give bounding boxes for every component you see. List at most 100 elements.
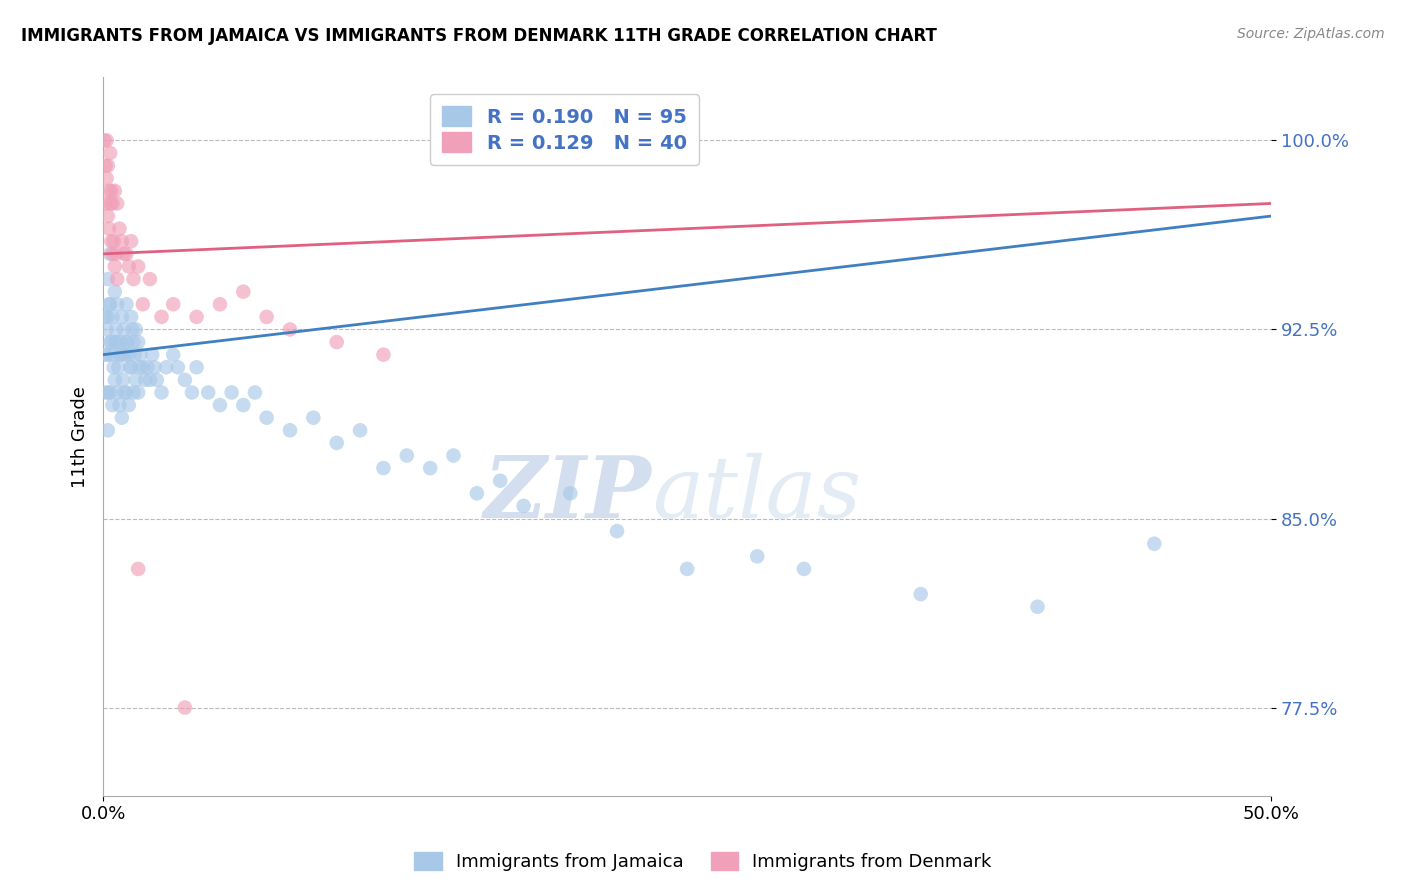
Point xyxy=(112,247,135,261)
Point xyxy=(104,260,127,274)
Point xyxy=(97,385,120,400)
Point xyxy=(120,234,142,248)
Point xyxy=(101,247,124,261)
Point xyxy=(676,562,699,576)
Point xyxy=(143,360,166,375)
Point xyxy=(97,348,120,362)
Point xyxy=(122,385,145,400)
Point xyxy=(243,385,266,400)
Text: IMMIGRANTS FROM JAMAICA VS IMMIGRANTS FROM DENMARK 11TH GRADE CORRELATION CHART: IMMIGRANTS FROM JAMAICA VS IMMIGRANTS FR… xyxy=(21,27,936,45)
Point xyxy=(325,436,347,450)
Point xyxy=(146,373,169,387)
Point xyxy=(124,348,146,362)
Point xyxy=(489,474,512,488)
Point xyxy=(349,423,371,437)
Point xyxy=(419,461,441,475)
Point xyxy=(120,360,142,375)
Legend: Immigrants from Jamaica, Immigrants from Denmark: Immigrants from Jamaica, Immigrants from… xyxy=(408,845,998,879)
Point xyxy=(114,348,136,362)
Point xyxy=(128,360,150,375)
Point xyxy=(112,322,135,336)
Point xyxy=(108,348,131,362)
Point xyxy=(105,297,128,311)
Point xyxy=(104,322,127,336)
Point xyxy=(103,360,125,375)
Point xyxy=(278,423,301,437)
Point xyxy=(111,234,134,248)
Point xyxy=(97,159,120,173)
Point xyxy=(115,297,138,311)
Point xyxy=(112,385,135,400)
Point xyxy=(325,335,347,350)
Y-axis label: 11th Grade: 11th Grade xyxy=(72,385,89,488)
Point xyxy=(100,335,122,350)
Point xyxy=(96,322,118,336)
Point xyxy=(98,221,121,235)
Point xyxy=(302,410,325,425)
Point xyxy=(104,184,127,198)
Point xyxy=(232,398,254,412)
Point xyxy=(278,322,301,336)
Point xyxy=(208,398,231,412)
Point xyxy=(115,335,138,350)
Point xyxy=(512,499,534,513)
Point xyxy=(98,247,121,261)
Point xyxy=(256,410,278,425)
Point xyxy=(94,159,117,173)
Legend: R = 0.190   N = 95, R = 0.129   N = 40: R = 0.190 N = 95, R = 0.129 N = 40 xyxy=(430,95,699,164)
Point xyxy=(115,247,138,261)
Point xyxy=(101,196,124,211)
Point xyxy=(118,398,141,412)
Point xyxy=(127,562,149,576)
Point xyxy=(101,348,124,362)
Point xyxy=(560,486,582,500)
Point xyxy=(104,285,127,299)
Point xyxy=(122,272,145,286)
Point xyxy=(465,486,488,500)
Text: ZIP: ZIP xyxy=(484,452,652,536)
Point xyxy=(162,297,184,311)
Point xyxy=(100,234,122,248)
Point xyxy=(111,348,134,362)
Point xyxy=(150,385,173,400)
Point xyxy=(97,272,120,286)
Point xyxy=(129,348,152,362)
Point xyxy=(104,335,127,350)
Point xyxy=(120,310,142,324)
Point xyxy=(94,385,117,400)
Point xyxy=(110,335,132,350)
Point xyxy=(197,385,219,400)
Point xyxy=(98,297,121,311)
Point xyxy=(141,348,163,362)
Point xyxy=(121,322,143,336)
Point xyxy=(122,335,145,350)
Point xyxy=(98,335,121,350)
Point xyxy=(98,146,121,161)
Point xyxy=(125,373,148,387)
Point xyxy=(373,461,395,475)
Point xyxy=(101,398,124,412)
Point xyxy=(107,360,129,375)
Text: atlas: atlas xyxy=(652,453,862,535)
Text: Source: ZipAtlas.com: Source: ZipAtlas.com xyxy=(1237,27,1385,41)
Point xyxy=(103,234,125,248)
Point xyxy=(97,423,120,437)
Point xyxy=(127,260,149,274)
Point xyxy=(104,247,127,261)
Point xyxy=(98,196,121,211)
Point xyxy=(125,322,148,336)
Point xyxy=(111,373,134,387)
Point xyxy=(186,360,208,375)
Point xyxy=(96,171,118,186)
Point xyxy=(139,373,162,387)
Point xyxy=(127,335,149,350)
Point xyxy=(105,196,128,211)
Point xyxy=(105,385,128,400)
Point xyxy=(443,449,465,463)
Point xyxy=(118,348,141,362)
Point xyxy=(910,587,932,601)
Point xyxy=(606,524,628,538)
Point xyxy=(373,348,395,362)
Point xyxy=(1143,537,1166,551)
Point xyxy=(162,348,184,362)
